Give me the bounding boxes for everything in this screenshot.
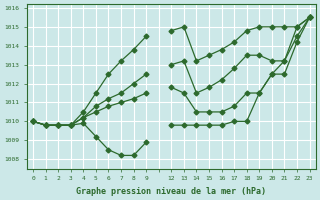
X-axis label: Graphe pression niveau de la mer (hPa): Graphe pression niveau de la mer (hPa) (76, 187, 266, 196)
